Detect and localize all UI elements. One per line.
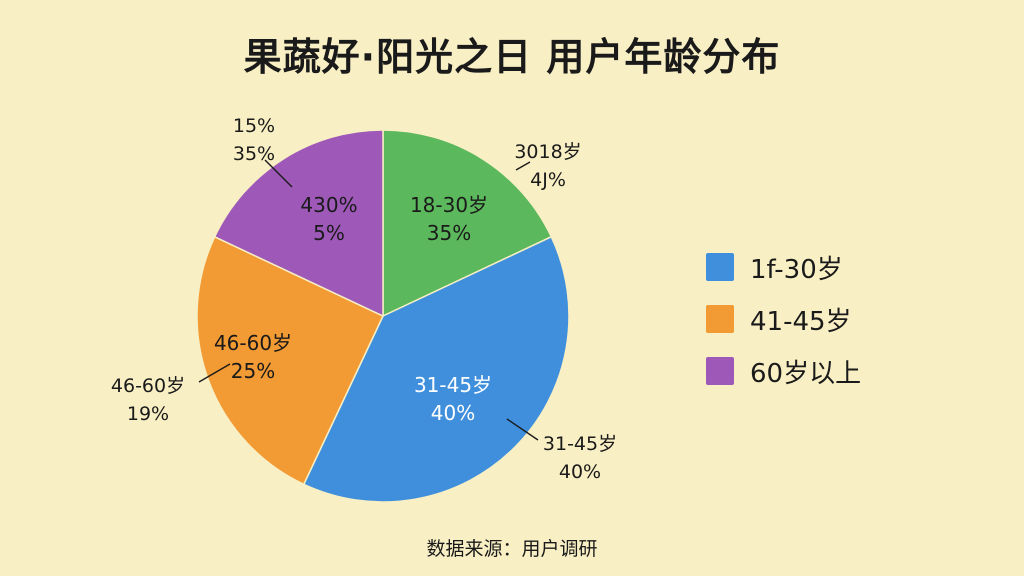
legend-swatch [706, 253, 734, 281]
leader-line [198, 363, 231, 383]
slice-outer-label: 46-60岁 [111, 375, 185, 397]
slice-outer-value: 35% [233, 143, 275, 165]
slice-inner-label: 430% [300, 193, 357, 217]
slice-outer-value: 40% [559, 461, 601, 483]
slice-inner-value: 25% [231, 359, 275, 383]
legend-label: 1f-30岁 [750, 254, 843, 285]
pie-slice [302, 235, 570, 503]
legend-label: 41-45岁 [750, 306, 852, 337]
chart-title: 果蔬好·阳光之日 用户年龄分布 [243, 35, 781, 79]
slice-outer-label: 3018岁 [514, 141, 581, 163]
slice-inner-label: 46-60岁 [214, 331, 292, 355]
pie-slice [382, 129, 553, 318]
legend-swatch [706, 357, 734, 385]
pie-slice [213, 129, 384, 318]
slice-outer-value: 19% [127, 403, 169, 425]
leader-line [264, 159, 293, 188]
leader-line [515, 161, 531, 171]
slice-inner-label: 18-30岁 [410, 193, 488, 217]
slice-outer-value: 4J% [530, 169, 566, 191]
pie-slice [196, 235, 384, 486]
slice-inner-value: 40% [431, 401, 475, 425]
legend-swatch [706, 305, 734, 333]
slice-outer-label: 15% [233, 115, 275, 137]
slice-inner-label: 31-45岁 [414, 373, 492, 397]
data-source: 数据来源：用户调研 [426, 538, 598, 560]
slice-inner-value: 35% [427, 221, 471, 245]
legend-item: 60岁以上 [706, 356, 861, 389]
legend: 1f-30岁 41-45岁 60岁以上 [706, 252, 861, 408]
legend-label: 60岁以上 [750, 358, 862, 389]
legend-item: 41-45岁 [706, 304, 861, 337]
legend-item: 1f-30岁 [706, 252, 861, 285]
slice-outer-label: 31-45岁 [543, 433, 617, 455]
slice-inner-value: 5% [313, 221, 345, 245]
leader-line [506, 418, 539, 441]
